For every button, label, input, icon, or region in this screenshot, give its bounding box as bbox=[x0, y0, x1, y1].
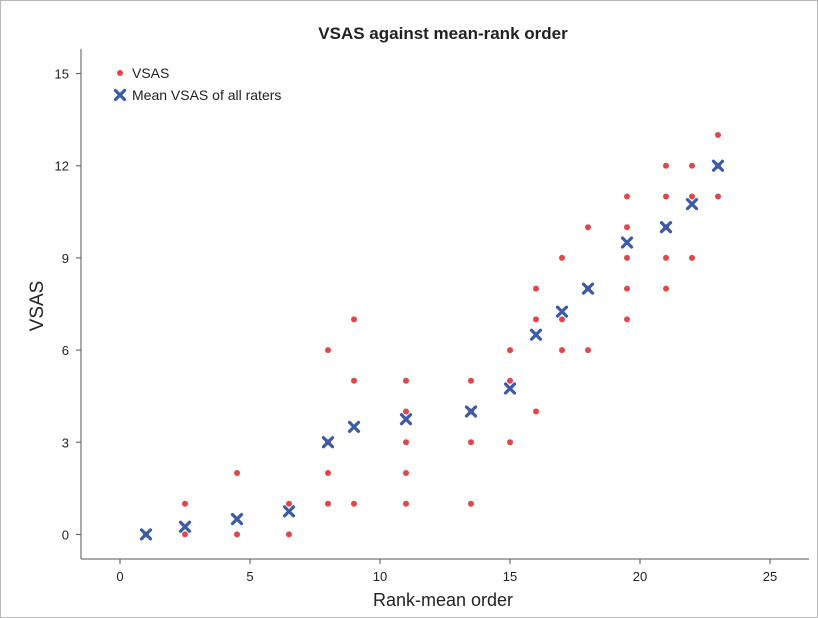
vsas-point bbox=[715, 193, 721, 200]
vsas-point bbox=[689, 254, 695, 261]
mean-vsas-point bbox=[529, 328, 543, 341]
vsas-point bbox=[403, 469, 409, 476]
vsas-point bbox=[468, 500, 474, 507]
mean-vsas-point bbox=[503, 382, 517, 395]
vsas-point bbox=[286, 500, 292, 507]
vsas-point bbox=[507, 377, 513, 384]
mean-vsas-point bbox=[581, 282, 595, 295]
legend-symbol-vsas bbox=[117, 70, 123, 76]
y-tick-label: 12 bbox=[55, 159, 69, 174]
mean-vsas-point bbox=[321, 436, 335, 449]
x-tick-label: 0 bbox=[116, 569, 123, 584]
x-tick-label: 20 bbox=[633, 569, 647, 584]
y-axis-ticks: 0 3 6 9 12 15 bbox=[55, 67, 81, 542]
vsas-point bbox=[559, 316, 565, 323]
x-tick-label: 15 bbox=[503, 569, 517, 584]
vsas-point bbox=[325, 469, 331, 476]
vsas-point bbox=[663, 162, 669, 169]
mean-vsas-point bbox=[347, 420, 361, 433]
mean-vsas-point bbox=[685, 198, 699, 211]
data-marks bbox=[139, 132, 725, 541]
vsas-point bbox=[234, 469, 240, 476]
vsas-point bbox=[585, 224, 591, 231]
vsas-point bbox=[585, 347, 591, 354]
legend: VSAS Mean VSAS of all raters bbox=[113, 65, 281, 103]
vsas-point bbox=[624, 285, 630, 292]
vsas-point bbox=[533, 285, 539, 292]
vsas-point bbox=[715, 132, 721, 139]
mean-vsas-point bbox=[555, 305, 569, 318]
mean-vsas-point bbox=[282, 505, 296, 518]
x-tick-label: 10 bbox=[373, 569, 387, 584]
legend-label: Mean VSAS of all raters bbox=[132, 87, 281, 103]
vsas-point bbox=[663, 254, 669, 261]
x-tick-label: 25 bbox=[763, 569, 777, 584]
y-tick-label: 6 bbox=[62, 343, 69, 358]
legend-symbol-mean-vsas bbox=[113, 88, 127, 102]
vsas-point bbox=[559, 347, 565, 354]
legend-label: VSAS bbox=[132, 65, 169, 81]
mean-vsas-point bbox=[711, 159, 725, 172]
mean-vsas-point bbox=[178, 520, 192, 533]
vsas-point bbox=[351, 316, 357, 323]
vsas-point bbox=[624, 193, 630, 200]
vsas-point bbox=[507, 347, 513, 354]
vsas-point bbox=[286, 531, 292, 538]
y-tick-label: 15 bbox=[55, 67, 69, 82]
vsas-point bbox=[468, 377, 474, 384]
vsas-point bbox=[403, 377, 409, 384]
vsas-point bbox=[559, 254, 565, 261]
vsas-point bbox=[533, 408, 539, 415]
mean-vsas-point bbox=[399, 413, 413, 426]
vsas-point bbox=[689, 193, 695, 200]
x-axis-ticks: 0 5 10 15 20 25 bbox=[116, 559, 777, 584]
vsas-point bbox=[689, 162, 695, 169]
vsas-point bbox=[624, 254, 630, 261]
vsas-point bbox=[234, 531, 240, 538]
x-tick-label: 5 bbox=[246, 569, 253, 584]
y-axis-label: VSAS bbox=[27, 281, 48, 332]
mean-vsas-point bbox=[139, 528, 153, 541]
vsas-point bbox=[403, 500, 409, 507]
vsas-point bbox=[663, 193, 669, 200]
vsas-point bbox=[182, 500, 188, 507]
vsas-point bbox=[468, 439, 474, 446]
mean-vsas-point bbox=[659, 221, 673, 234]
y-tick-label: 3 bbox=[62, 435, 69, 450]
y-tick-label: 0 bbox=[62, 527, 69, 542]
vsas-point bbox=[533, 316, 539, 323]
vsas-point bbox=[325, 500, 331, 507]
x-axis-label: Rank-mean order bbox=[373, 590, 513, 610]
vsas-point bbox=[624, 316, 630, 323]
mean-vsas-point bbox=[230, 512, 244, 526]
vsas-point bbox=[351, 500, 357, 507]
vsas-point bbox=[403, 408, 409, 415]
mean-vsas-point bbox=[620, 236, 634, 249]
mean-vsas-point bbox=[464, 405, 478, 418]
vsas-point bbox=[182, 531, 188, 538]
y-tick-label: 9 bbox=[62, 251, 69, 266]
vsas-point bbox=[351, 377, 357, 384]
chart-title: VSAS against mean-rank order bbox=[318, 24, 568, 43]
vsas-point bbox=[663, 285, 669, 292]
vsas-point bbox=[403, 439, 409, 446]
vsas-point bbox=[624, 224, 630, 231]
vsas-point bbox=[507, 439, 513, 446]
vsas-point bbox=[325, 347, 331, 354]
